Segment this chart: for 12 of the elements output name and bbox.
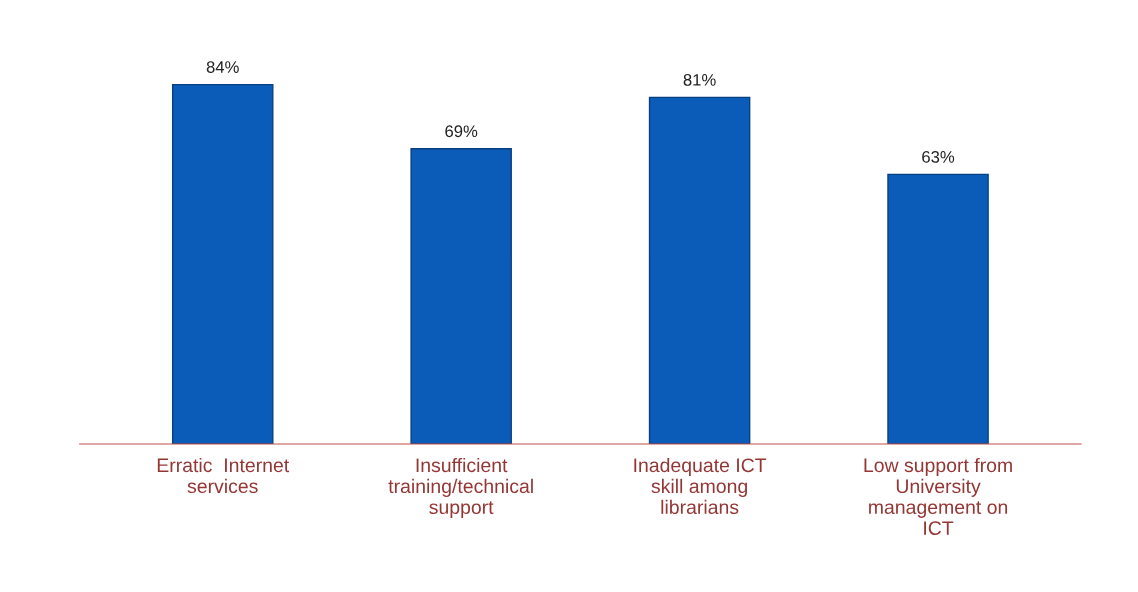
bar	[410, 148, 512, 444]
data-label: 63%	[922, 151, 955, 163]
data-label: 84%	[206, 61, 239, 73]
x-tick-label: Low support from University management on ICT	[864, 457, 1012, 535]
bar	[648, 96, 751, 444]
x-tick-label: Inadequate ICT skill among librarians	[634, 457, 767, 515]
data-label: 81%	[683, 73, 716, 86]
bar	[171, 83, 274, 444]
data-label: 69%	[445, 125, 478, 138]
x-tick-label: Insufficient training/technical support	[388, 457, 533, 518]
bar	[887, 173, 989, 444]
x-tick-label: Erratic Internet services	[157, 457, 290, 494]
